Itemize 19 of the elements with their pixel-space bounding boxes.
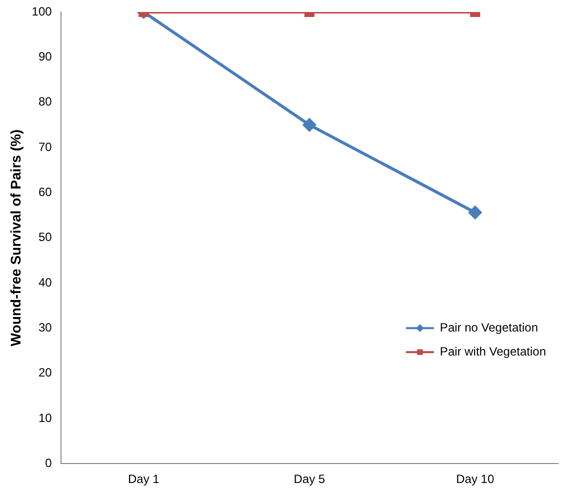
y-tick-label: 90 — [38, 49, 52, 64]
y-tick-label: 100 — [32, 4, 52, 18]
y-tick-label: 0 — [45, 456, 52, 470]
y-tick-label: 60 — [38, 184, 52, 199]
y-tick-label: 30 — [38, 320, 52, 334]
point — [468, 206, 482, 220]
y-axis-title: Wound-free Survival of Pairs (%) — [7, 129, 24, 346]
legend-label: Pair no Vegetation — [440, 320, 538, 334]
x-tick-label: Day 1 — [128, 472, 160, 486]
y-tick-label: 50 — [38, 230, 52, 244]
y-tick-label: 70 — [38, 140, 52, 154]
y-tick-label: 10 — [38, 410, 52, 425]
y-tick-label: 80 — [38, 94, 52, 109]
y-tick-label: 20 — [38, 366, 52, 380]
legend-label: Pair with Vegetation — [440, 344, 546, 358]
point — [302, 118, 316, 132]
y-tick-label: 40 — [38, 275, 52, 290]
x-tick-label: Day 5 — [294, 472, 326, 486]
x-tick-label: Day 10 — [456, 472, 494, 486]
